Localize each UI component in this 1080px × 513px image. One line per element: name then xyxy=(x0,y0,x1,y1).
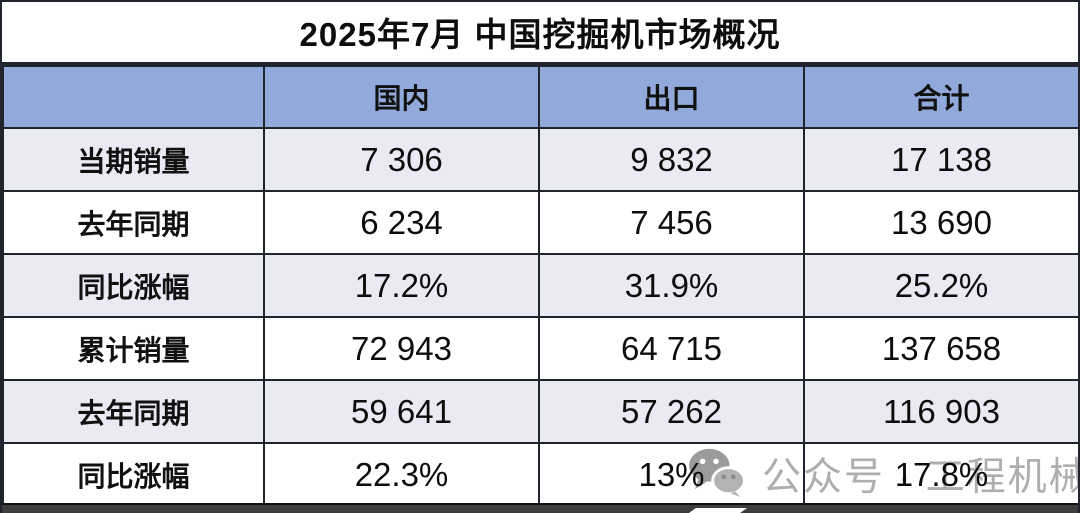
table-row: 去年同期 6 234 7 456 13 690 xyxy=(2,190,1078,255)
market-overview-table: 国内 出口 合计 当期销量 7 306 9 832 17 138 去年同期 6 … xyxy=(2,65,1078,507)
row-label: 去年同期 xyxy=(2,190,265,255)
column-header-domestic: 国内 xyxy=(263,65,540,129)
table-row: 同比涨幅 17.2% 31.9% 25.2% xyxy=(2,253,1078,318)
row-label: 去年同期 xyxy=(2,379,265,444)
table-title-bar: 2025年7月 中国挖掘机市场概况 xyxy=(2,2,1078,65)
cell-value: 7 456 xyxy=(538,190,805,255)
cell-value: 72 943 xyxy=(263,316,540,381)
bottom-divider-bar xyxy=(2,503,1078,513)
cell-value: 116 903 xyxy=(803,379,1078,444)
cell-value: 13 690 xyxy=(803,190,1078,255)
cell-value: 31.9% xyxy=(538,253,805,318)
cell-value: 9 832 xyxy=(538,127,805,192)
row-label: 当期销量 xyxy=(2,127,265,192)
corner-header-cell xyxy=(2,65,265,129)
row-label: 同比涨幅 xyxy=(2,442,265,507)
cell-value: 64 715 xyxy=(538,316,805,381)
table-row: 当期销量 7 306 9 832 17 138 xyxy=(2,127,1078,192)
table-row: 去年同期 59 641 57 262 116 903 xyxy=(2,379,1078,444)
cell-value: 17 138 xyxy=(803,127,1078,192)
row-label: 累计销量 xyxy=(2,316,265,381)
cell-value: 137 658 xyxy=(803,316,1078,381)
cell-value: 59 641 xyxy=(263,379,540,444)
cell-value: 7 306 xyxy=(263,127,540,192)
cell-value: 6 234 xyxy=(263,190,540,255)
page-title: 2025年7月 中国挖掘机市场概况 xyxy=(299,16,781,53)
column-header-export: 出口 xyxy=(538,65,805,129)
column-header-total: 合计 xyxy=(803,65,1078,129)
table-row: 累计销量 72 943 64 715 137 658 xyxy=(2,316,1078,381)
cell-value: 13% xyxy=(538,442,805,507)
table-header-row: 国内 出口 合计 xyxy=(2,65,1078,129)
bottom-bar-notch xyxy=(689,508,747,513)
cell-value: 17.2% xyxy=(263,253,540,318)
row-label: 同比涨幅 xyxy=(2,253,265,318)
cell-value: 17.8% xyxy=(803,442,1078,507)
table-row: 同比涨幅 22.3% 13% 17.8% xyxy=(2,442,1078,507)
cell-value: 22.3% xyxy=(263,442,540,507)
cell-value: 57 262 xyxy=(538,379,805,444)
cell-value: 25.2% xyxy=(803,253,1078,318)
